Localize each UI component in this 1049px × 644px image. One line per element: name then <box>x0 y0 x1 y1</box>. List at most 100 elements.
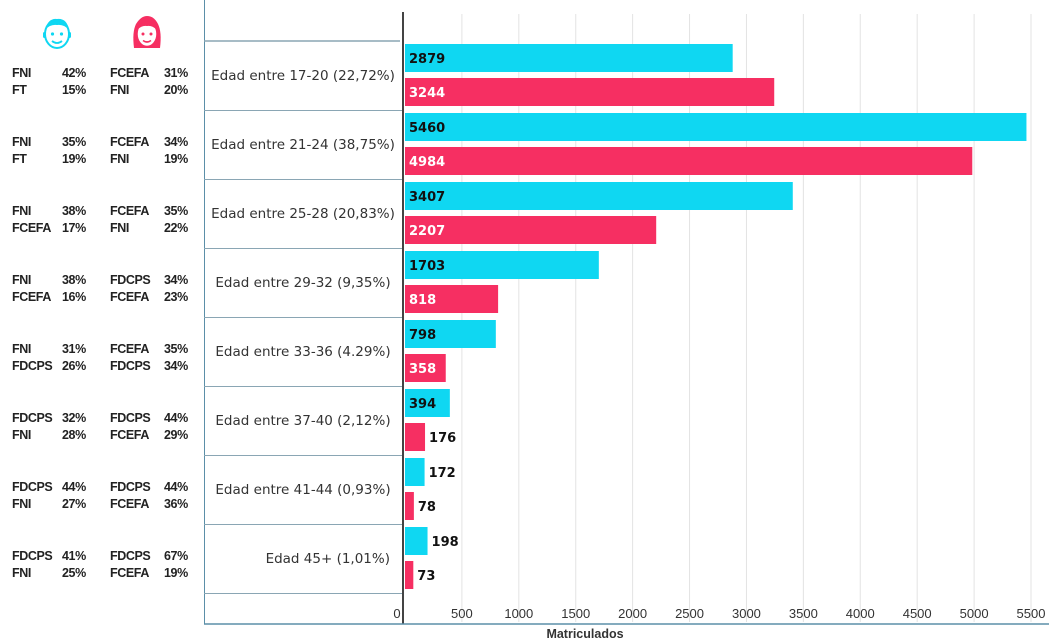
bar <box>405 182 793 210</box>
male-faculty-name: FDCPS <box>12 411 53 425</box>
female-face-icon <box>133 16 161 48</box>
male-faculty-name: FT <box>12 152 27 166</box>
bar-value-label: 2207 <box>409 224 445 239</box>
x-axis-title: Matriculados <box>546 627 624 641</box>
female-faculty-name: FCEFA <box>110 342 149 356</box>
female-faculty-percent: 20% <box>164 83 188 97</box>
x-tick-label: 5500 <box>1017 606 1046 621</box>
bar-value-label: 3244 <box>409 86 445 101</box>
female-faculty-name: FDCPS <box>110 359 151 373</box>
x-tick-label: 3500 <box>789 606 818 621</box>
male-faculty-name: FNI <box>12 204 31 218</box>
male-faculty-name: FDCPS <box>12 549 53 563</box>
female-faculty-percent: 35% <box>164 342 188 356</box>
bar <box>405 423 426 451</box>
bar <box>405 285 499 313</box>
male-faculty-name: FNI <box>12 497 31 511</box>
bar-value-label: 78 <box>418 500 436 515</box>
female-faculty-name: FNI <box>110 152 129 166</box>
bar-value-label: 394 <box>409 397 436 412</box>
x-tick-label: 2000 <box>618 606 647 621</box>
female-faculty-name: FDCPS <box>110 549 151 563</box>
male-faculty-percent: 41% <box>62 549 86 563</box>
bar-value-label: 798 <box>409 328 436 343</box>
x-tick-label: 3000 <box>732 606 761 621</box>
bar-value-label: 172 <box>429 466 456 481</box>
bar-value-label: 3407 <box>409 190 445 205</box>
female-faculty-name: FCEFA <box>110 290 149 304</box>
female-faculty-percent: 34% <box>164 359 188 373</box>
bar <box>405 251 599 279</box>
female-faculty-percent: 34% <box>164 135 188 149</box>
x-tick-label: 0 <box>393 606 400 621</box>
category-label: Edad entre 41-44 (0,93%) <box>204 456 402 525</box>
female-faculty-percent: 22% <box>164 221 188 235</box>
male-faculty-percent: 28% <box>62 428 86 442</box>
female-faculty-name: FNI <box>110 83 129 97</box>
male-faculty-percent: 31% <box>62 342 86 356</box>
female-faculty-name: FDCPS <box>110 411 151 425</box>
male-faculty-percent: 44% <box>62 480 86 494</box>
age-group-labels: Edad entre 17-20 (22,72%) Edad entre 21-2… <box>204 0 404 624</box>
bar <box>405 147 973 175</box>
male-faculty-name: FCEFA <box>12 290 51 304</box>
male-faculty-percent: 38% <box>62 273 86 287</box>
male-faculty-percent: 26% <box>62 359 86 373</box>
male-faculty-name: FNI <box>12 428 31 442</box>
category-label: Edad entre 29-32 (9,35%) <box>204 249 402 318</box>
male-faculty-name: FNI <box>12 566 31 580</box>
female-faculty-name: FCEFA <box>110 497 149 511</box>
bar-value-label: 1703 <box>409 259 445 274</box>
female-faculty-percent: 19% <box>164 566 188 580</box>
female-faculty-percent: 19% <box>164 152 188 166</box>
category-label: Edad entre 17-20 (22,72%) <box>204 42 402 111</box>
male-faculty-percent: 17% <box>62 221 86 235</box>
female-faculty-name: FCEFA <box>110 428 149 442</box>
male-faculty-percent: 15% <box>62 83 86 97</box>
x-tick-label: 1000 <box>504 606 533 621</box>
bar <box>405 78 775 106</box>
male-faculty-name: FNI <box>12 342 31 356</box>
category-label: Edad entre 21-24 (38,75%) <box>204 111 402 180</box>
male-faculty-name: FDCPS <box>12 480 53 494</box>
female-faculty-percent: 44% <box>164 411 188 425</box>
male-face-icon <box>43 18 71 49</box>
female-faculty-percent: 29% <box>164 428 188 442</box>
bar <box>405 320 496 348</box>
female-faculty-percent: 44% <box>164 480 188 494</box>
bar-value-label: 176 <box>429 431 456 446</box>
x-tick-label: 500 <box>451 606 473 621</box>
bar <box>405 561 414 589</box>
male-faculty-percent: 42% <box>62 66 86 80</box>
bar <box>405 527 428 555</box>
female-faculty-name: FCEFA <box>110 135 149 149</box>
male-faculty-percent: 19% <box>62 152 86 166</box>
male-faculty-name: FNI <box>12 135 31 149</box>
bar <box>405 492 414 520</box>
bar-value-label: 73 <box>417 569 435 584</box>
male-faculty-percent: 27% <box>62 497 86 511</box>
bar <box>405 354 446 382</box>
female-faculty-percent: 23% <box>164 290 188 304</box>
female-faculty-percent: 34% <box>164 273 188 287</box>
bar-value-label: 198 <box>432 535 459 550</box>
male-faculty-name: FT <box>12 83 27 97</box>
category-label: Edad entre 25-28 (20,83%) <box>204 180 402 249</box>
female-faculty-name: FCEFA <box>110 66 149 80</box>
bar <box>405 458 425 486</box>
category-label: Edad 45+ (1,01%) <box>204 525 402 594</box>
male-faculty-name: FNI <box>12 66 31 80</box>
category-label: Edad entre 37-40 (2,12%) <box>204 387 402 456</box>
bar <box>405 389 450 417</box>
x-tick-label: 4000 <box>846 606 875 621</box>
male-faculty-name: FDCPS <box>12 359 53 373</box>
bar-value-label: 4984 <box>409 155 445 170</box>
female-faculty-name: FCEFA <box>110 566 149 580</box>
female-faculty-name: FNI <box>110 221 129 235</box>
bar <box>405 44 733 72</box>
bar-value-label: 358 <box>409 362 436 377</box>
female-faculty-percent: 31% <box>164 66 188 80</box>
female-faculty-name: FDCPS <box>110 273 151 287</box>
